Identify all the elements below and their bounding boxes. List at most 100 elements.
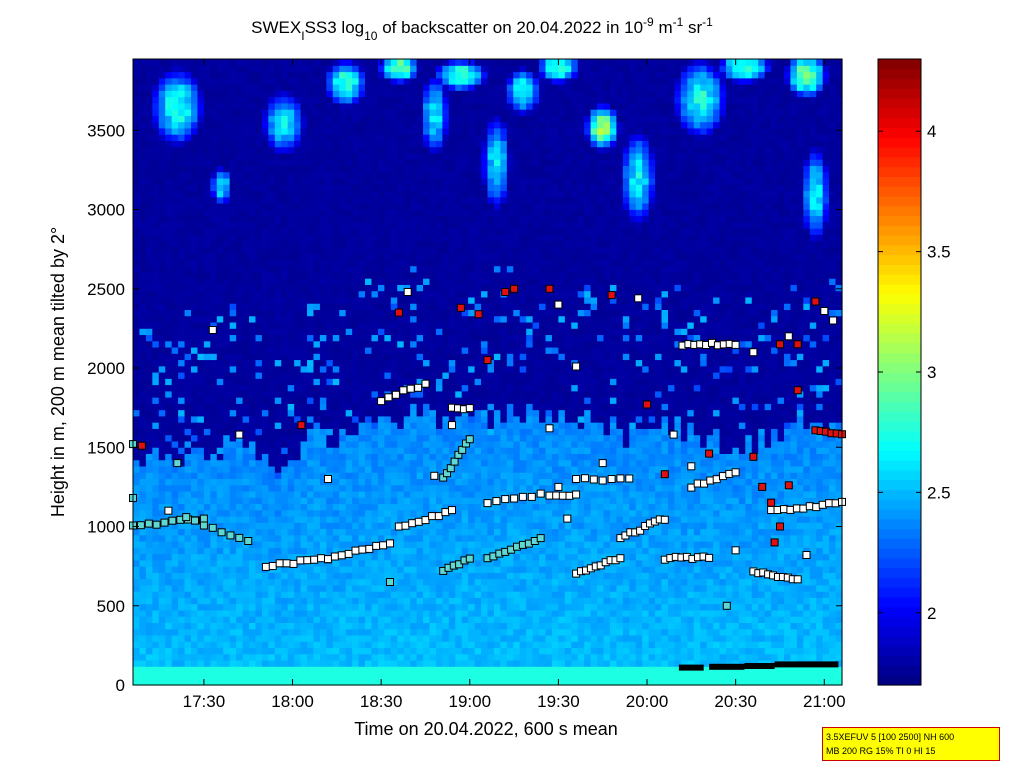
heatmap-cell [178,490,186,498]
heatmap-cell [191,365,199,373]
heatmap-cell [332,290,340,298]
heatmap-cell [281,465,289,473]
heatmap-cell [178,321,186,329]
heatmap-cell [345,572,353,580]
heatmap-cell [133,359,141,367]
heatmap-cell [158,490,166,498]
heatmap-cell [384,566,392,573]
heatmap-cell [377,472,385,480]
heatmap-cell [294,578,302,586]
heatmap-cell [249,372,257,379]
heatmap-cell [326,271,334,279]
heatmap-cell [145,315,153,323]
heatmap-cell [268,447,276,454]
heatmap-cell [158,603,166,611]
heatmap-cell [223,296,231,304]
heatmap-cell [307,365,315,373]
heatmap-cell [178,84,186,91]
heatmap-cell [377,177,385,185]
heatmap-cell [442,647,450,655]
heatmap-cell [358,390,366,398]
heatmap-cell [139,165,147,173]
heatmap-cell [339,215,347,223]
heatmap-cell [165,346,173,354]
heatmap-cell [236,647,244,655]
heatmap-cell [171,584,179,592]
heatmap-cell [255,134,263,141]
heatmap-cell [191,622,199,630]
heatmap-cell [358,528,366,536]
heatmap-cell [274,221,282,229]
heatmap-cell [223,165,231,173]
heatmap-cell [145,484,153,492]
heatmap-cell [184,184,192,192]
heatmap-cell [249,409,257,417]
heatmap-cell [423,653,431,661]
heatmap-cell [216,534,224,542]
heatmap-cell [442,353,450,361]
heatmap-cell [358,384,366,392]
heatmap-cell [326,666,334,674]
heatmap-cell [178,340,186,348]
heatmap-cell [210,653,218,661]
heatmap-cell [178,284,186,292]
heatmap-cell [281,221,289,229]
heatmap-cell [184,478,192,486]
heatmap-cell [358,296,366,304]
heatmap-cell [152,372,160,379]
heatmap-cell [216,190,224,198]
heatmap-cell [223,134,231,141]
heatmap-cell [371,353,379,361]
heatmap-cell [371,547,379,555]
heatmap-cell [423,641,431,649]
heatmap-cell [229,315,237,323]
heatmap-cell [191,440,199,448]
heatmap-cell [300,77,308,85]
heatmap-cell [236,415,244,423]
heatmap-cell [236,90,244,98]
heatmap-cell [365,566,373,573]
heatmap-cell [133,303,141,310]
heatmap-cell [390,559,398,567]
heatmap-cell [345,422,353,429]
heatmap-cell [249,309,257,317]
heatmap-cell [281,152,289,160]
heatmap-cell [294,234,302,242]
heatmap-cell [229,209,237,217]
heatmap-cell [313,484,321,492]
heatmap-cell [332,522,340,530]
heatmap-cell [371,202,379,210]
heatmap-cell [287,278,295,285]
heatmap-cell [287,340,295,348]
heatmap-cell [171,522,179,530]
heatmap-cell [442,659,450,667]
heatmap-cell [249,547,257,555]
heatmap-cell [139,384,147,392]
heatmap-cell [403,228,411,235]
heatmap-cell [152,328,160,336]
heatmap-cell [184,497,192,505]
heatmap-cell [339,378,347,386]
heatmap-cell [429,365,437,373]
heatmap-cell [197,296,205,304]
heatmap-cell [352,616,360,623]
heatmap-cell [294,378,302,386]
heatmap-cell [358,209,366,217]
heatmap-cell [197,572,205,580]
heatmap-cell [145,96,153,104]
heatmap-cell [429,434,437,442]
heatmap-cell [242,209,250,217]
heatmap-cell [300,647,308,655]
heatmap-cell [184,372,192,379]
heatmap-cell [184,390,192,398]
heatmap-cell [423,459,431,467]
heatmap-cell [339,578,347,586]
heatmap-cell [229,240,237,248]
heatmap-cell [365,541,373,548]
heatmap-cell [416,578,424,586]
heatmap-cell [158,84,166,91]
heatmap-cell [442,616,450,623]
heatmap-cell [152,359,160,367]
heatmap-cell [397,265,405,273]
heatmap-cell [184,547,192,555]
